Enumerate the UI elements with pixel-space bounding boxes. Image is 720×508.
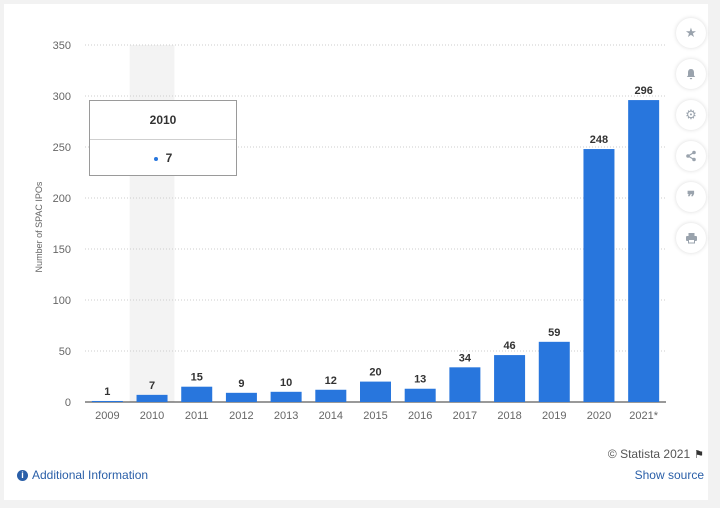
bar[interactable] bbox=[449, 367, 481, 402]
data-label: 10 bbox=[280, 377, 292, 389]
hover-band bbox=[129, 45, 175, 402]
data-label: 248 bbox=[590, 134, 608, 146]
y-tick-label: 250 bbox=[53, 142, 71, 154]
data-label: 12 bbox=[325, 375, 337, 387]
bar[interactable] bbox=[360, 381, 391, 402]
x-tick-label: 2020 bbox=[587, 410, 611, 422]
x-tick-label: 2009 bbox=[95, 410, 119, 422]
show-source-link[interactable]: Show source bbox=[634, 468, 704, 482]
bar[interactable] bbox=[225, 392, 257, 402]
x-tick-label: 2019 bbox=[542, 410, 566, 422]
additional-information-label: Additional Information bbox=[32, 468, 149, 482]
share-icon[interactable] bbox=[676, 141, 706, 171]
share-glyph bbox=[686, 150, 696, 162]
y-tick-label: 150 bbox=[53, 244, 71, 256]
star-icon[interactable]: ★ bbox=[676, 18, 706, 48]
additional-information-link[interactable]: i Additional Information bbox=[17, 468, 148, 482]
y-tick-label: 350 bbox=[53, 40, 71, 52]
statista-credit: © Statista 2021 ⚑ bbox=[608, 447, 704, 461]
data-label: 59 bbox=[548, 327, 560, 339]
bar[interactable] bbox=[628, 100, 660, 402]
x-tick-label: 2015 bbox=[363, 410, 387, 422]
y-tick-label: 100 bbox=[53, 295, 71, 307]
data-label: 296 bbox=[634, 85, 652, 97]
tooltip-value: 7 bbox=[165, 151, 173, 165]
tooltip: 2010 7 bbox=[89, 100, 237, 176]
x-tick-label: 2016 bbox=[408, 410, 432, 422]
series-dot-icon bbox=[153, 156, 158, 161]
info-icon: i bbox=[17, 469, 28, 481]
bar[interactable] bbox=[315, 389, 347, 402]
bell-glyph bbox=[686, 69, 696, 80]
bar[interactable] bbox=[136, 394, 168, 402]
data-label: 1 bbox=[104, 386, 110, 398]
data-label: 46 bbox=[503, 340, 515, 352]
x-tick-label: 2017 bbox=[453, 410, 477, 422]
y-tick-label: 200 bbox=[53, 193, 71, 205]
bar[interactable] bbox=[494, 355, 526, 402]
data-label: 15 bbox=[191, 372, 203, 384]
data-label: 7 bbox=[149, 380, 155, 392]
data-label: 20 bbox=[369, 367, 381, 379]
x-tick-label: 2014 bbox=[319, 410, 343, 422]
print-glyph bbox=[685, 233, 697, 244]
toolbar: ★ ⚙ ❞ bbox=[676, 18, 706, 264]
tooltip-title: 2010 bbox=[90, 101, 236, 140]
bar[interactable] bbox=[270, 391, 302, 402]
y-tick-label: 0 bbox=[65, 397, 71, 409]
bar[interactable] bbox=[583, 149, 615, 402]
data-label: 34 bbox=[459, 352, 472, 364]
y-tick-label: 50 bbox=[59, 346, 71, 358]
x-tick-label: 2021* bbox=[629, 410, 658, 422]
bar[interactable] bbox=[538, 341, 570, 402]
x-tick-label: 2011 bbox=[185, 410, 209, 422]
flag-icon[interactable]: ⚑ bbox=[694, 448, 704, 461]
data-label: 13 bbox=[414, 374, 426, 386]
x-tick-label: 2018 bbox=[497, 410, 521, 422]
credit-text: © Statista 2021 bbox=[607, 447, 691, 461]
x-tick-label: 2012 bbox=[229, 410, 253, 422]
y-tick-label: 300 bbox=[53, 91, 71, 103]
bar[interactable] bbox=[91, 400, 123, 402]
x-tick-label: 2013 bbox=[274, 410, 298, 422]
gear-icon[interactable]: ⚙ bbox=[676, 100, 706, 130]
print-icon[interactable] bbox=[676, 223, 706, 253]
tooltip-row: 7 bbox=[90, 140, 236, 176]
quote-icon[interactable]: ❞ bbox=[676, 182, 706, 212]
data-label: 9 bbox=[238, 378, 244, 390]
bar[interactable] bbox=[404, 388, 436, 402]
bar[interactable] bbox=[181, 386, 213, 402]
bell-icon[interactable] bbox=[676, 59, 706, 89]
y-axis-title: Number of SPAC IPOs bbox=[34, 181, 44, 272]
x-tick-label: 2010 bbox=[140, 410, 164, 422]
